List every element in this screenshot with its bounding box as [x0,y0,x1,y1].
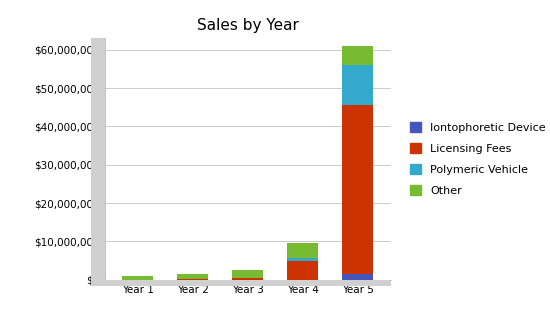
Bar [342,105,373,274]
Legend: Iontophoretic Device, Licensing Fees, Polymeric Vehicle, Other: Iontophoretic Device, Licensing Fees, Po… [407,119,549,199]
Bar [177,274,208,279]
Bar [177,279,208,280]
Title: Sales by Year: Sales by Year [196,18,299,33]
Bar [288,258,318,261]
Bar [233,278,263,280]
Bar [342,65,373,105]
Bar [342,46,373,65]
Bar [122,276,153,280]
Bar [288,243,318,258]
Bar [233,270,263,278]
Bar [342,274,373,280]
Bar [288,261,318,280]
